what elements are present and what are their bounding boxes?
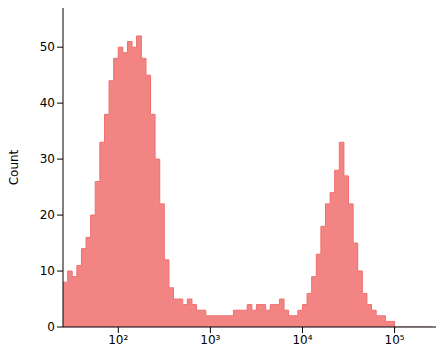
svg-text:20: 20 (40, 208, 55, 222)
svg-text:10²: 10² (108, 333, 128, 347)
svg-text:10³: 10³ (200, 333, 220, 347)
svg-text:30: 30 (40, 152, 55, 166)
svg-text:40: 40 (40, 96, 55, 110)
svg-text:10: 10 (40, 264, 55, 278)
svg-text:10⁴: 10⁴ (292, 333, 312, 347)
svg-text:10⁵: 10⁵ (385, 333, 405, 347)
svg-text:50: 50 (40, 40, 55, 54)
svg-text:0: 0 (47, 320, 55, 334)
svg-text:Count: Count (8, 149, 21, 185)
